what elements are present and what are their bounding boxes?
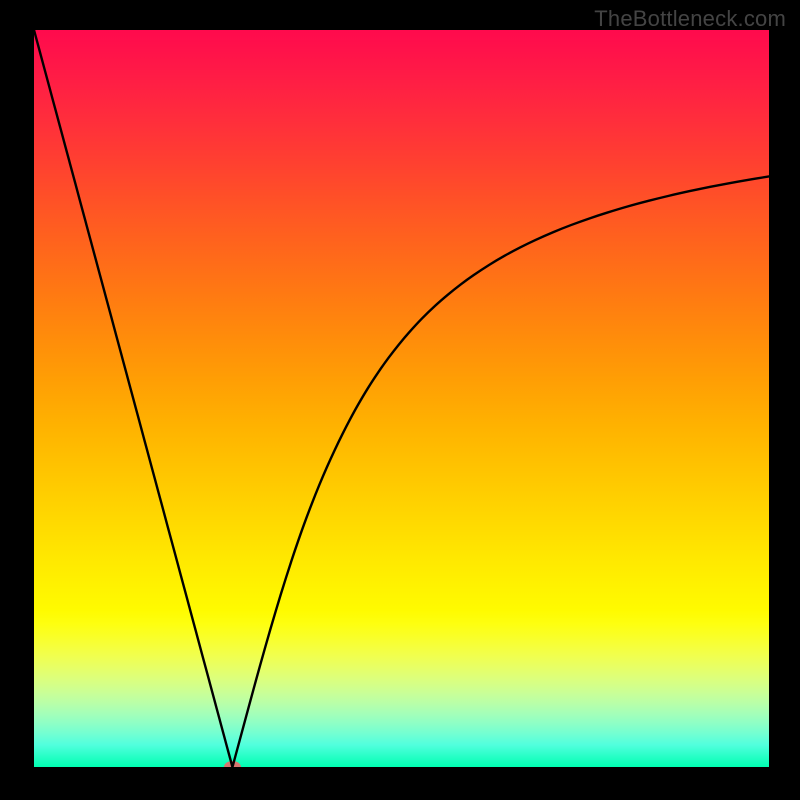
gradient-background	[34, 30, 769, 767]
watermark-label: TheBottleneck.com	[594, 6, 786, 32]
bottleneck-chart	[34, 30, 769, 767]
chart-frame: TheBottleneck.com	[0, 0, 800, 800]
plot-area	[34, 30, 769, 767]
